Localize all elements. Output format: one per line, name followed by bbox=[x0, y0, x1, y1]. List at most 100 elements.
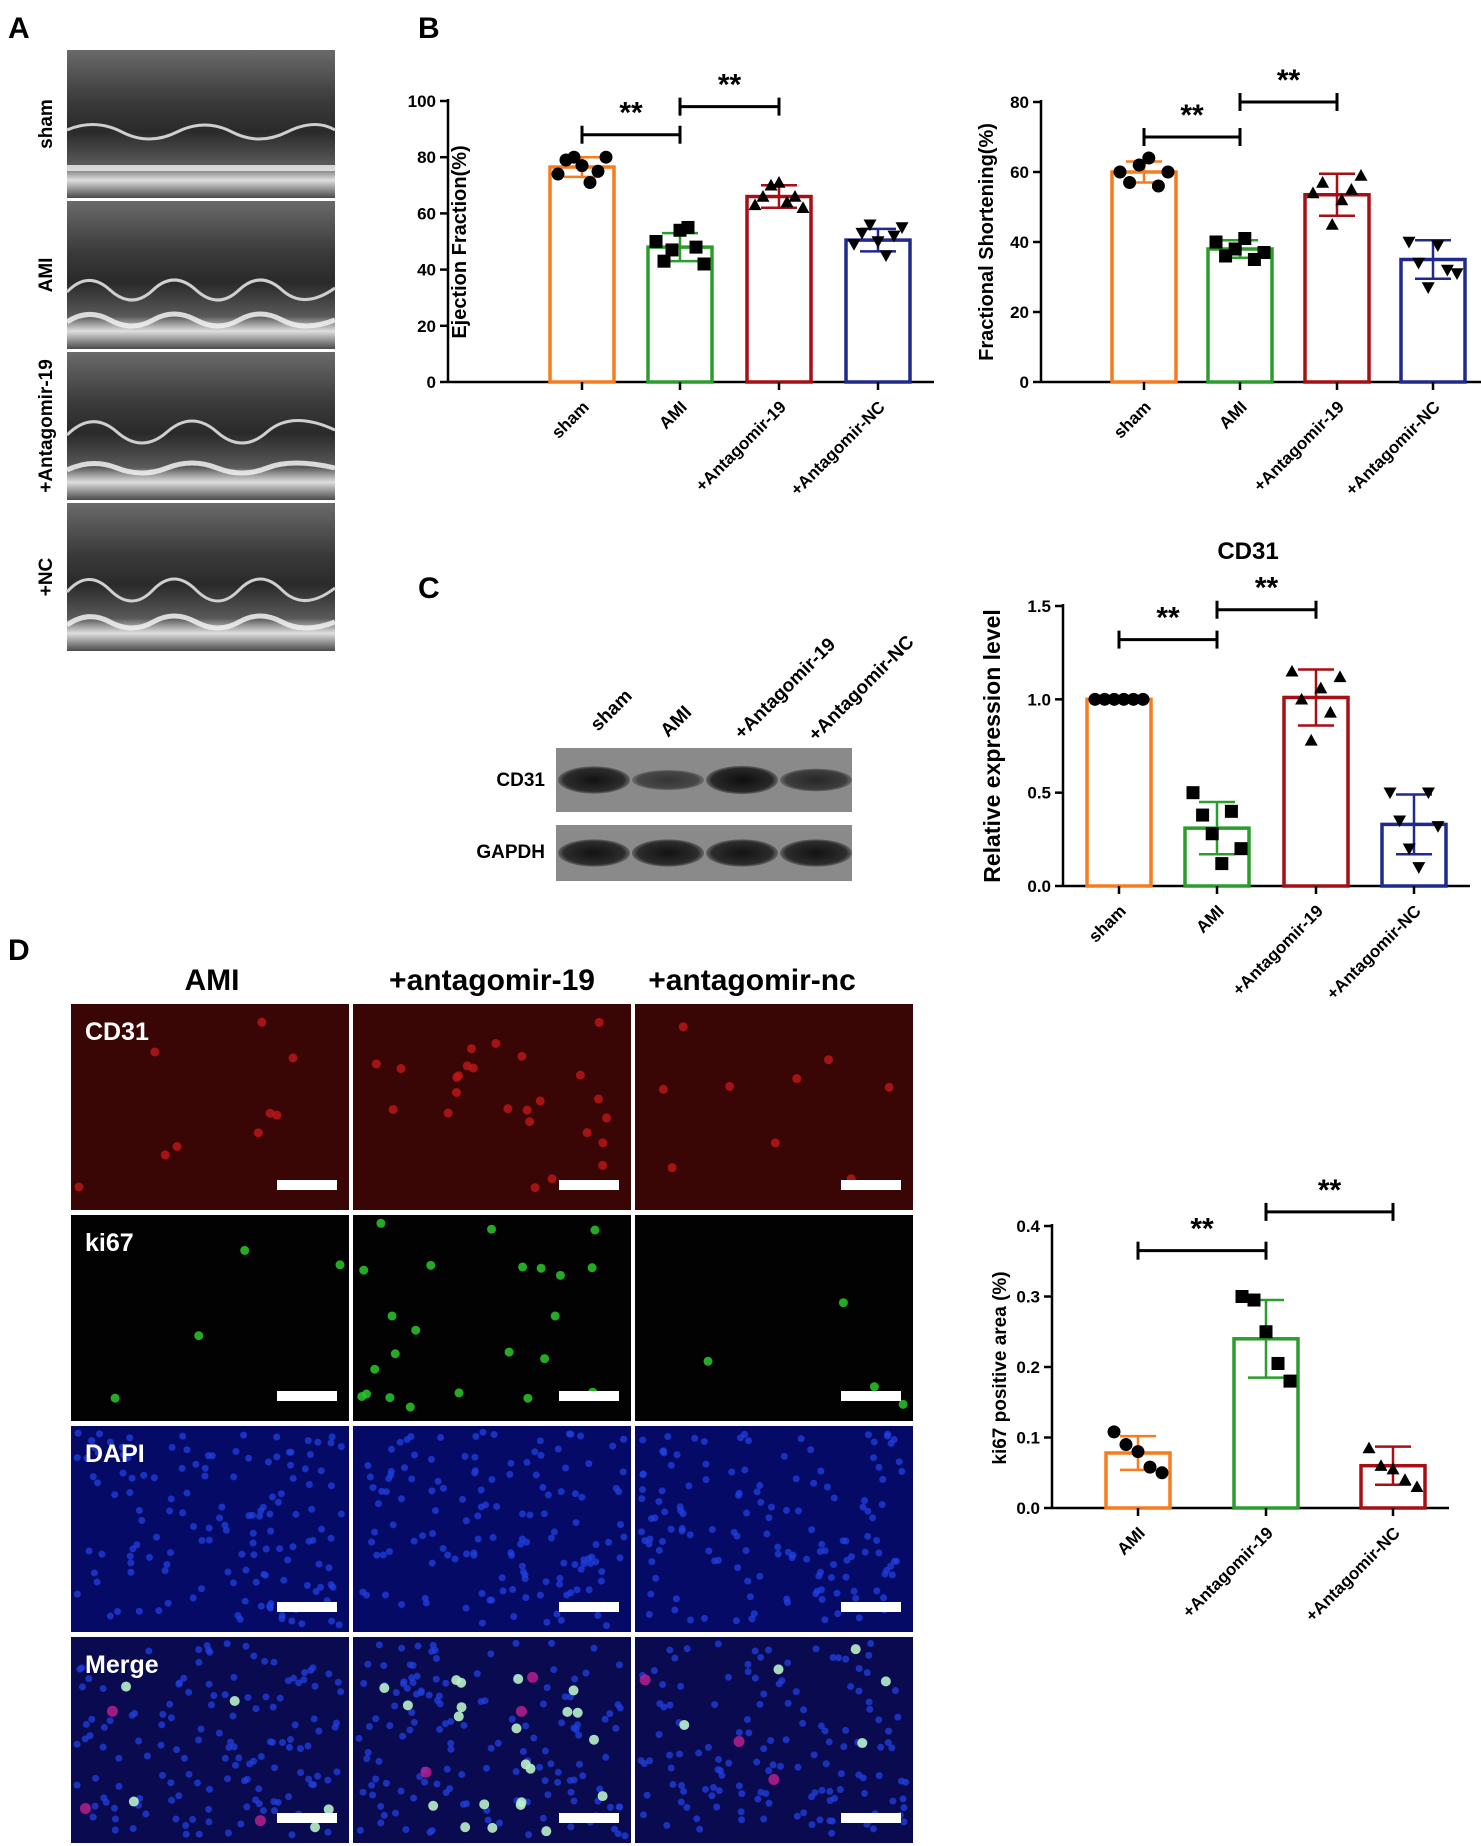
nucleus-dot bbox=[659, 1447, 667, 1455]
data-point-antagomir-19 bbox=[1285, 664, 1299, 677]
nucleus-dot bbox=[158, 1771, 166, 1779]
nucleus-dot bbox=[227, 1738, 235, 1746]
nucleus-dot bbox=[224, 1829, 232, 1837]
nucleus-dot bbox=[813, 1587, 821, 1595]
scale-bar bbox=[277, 1602, 337, 1612]
nucleus-dot bbox=[523, 1458, 531, 1466]
nucleus-dot bbox=[278, 1739, 286, 1747]
nucleus-dot bbox=[462, 1517, 470, 1525]
data-point-antagomir-19 bbox=[1344, 183, 1358, 195]
data-point-antagomir-nc bbox=[1421, 282, 1435, 294]
cd31-dot bbox=[172, 1142, 182, 1152]
cd31-dot bbox=[582, 1128, 592, 1138]
data-point-ami bbox=[1143, 1460, 1157, 1474]
nucleus-dot bbox=[696, 1825, 704, 1833]
nucleus-dot bbox=[364, 1748, 372, 1756]
nucleus-dot bbox=[397, 1495, 405, 1503]
nucleus-dot bbox=[381, 1591, 389, 1599]
nucleus-dot bbox=[410, 1718, 418, 1726]
nucleus-dot bbox=[88, 1715, 96, 1723]
nucleus-dot bbox=[895, 1458, 903, 1466]
nucleus-dot bbox=[753, 1758, 761, 1766]
nucleus-dot bbox=[126, 1488, 134, 1496]
nucleus-dot bbox=[223, 1640, 231, 1648]
nucleus-dot bbox=[869, 1514, 877, 1522]
nucleus-dot bbox=[206, 1785, 214, 1793]
nucleus-dot bbox=[433, 1780, 441, 1788]
nucleus-dot bbox=[547, 1760, 555, 1768]
nucleus-dot bbox=[508, 1715, 516, 1723]
nucleus-dot bbox=[891, 1687, 899, 1695]
nucleus-dot bbox=[91, 1443, 99, 1451]
nucleus-dot bbox=[558, 1719, 566, 1727]
nucleus-dot bbox=[783, 1595, 791, 1603]
scale-bar bbox=[841, 1602, 901, 1612]
nucleus-dot bbox=[305, 1775, 313, 1783]
nucleus-dot bbox=[374, 1500, 382, 1508]
merge-dot bbox=[460, 1822, 471, 1833]
nucleus-dot bbox=[303, 1581, 311, 1589]
nucleus-dot bbox=[661, 1508, 669, 1516]
cd31-dot bbox=[575, 1070, 585, 1080]
nucleus-dot bbox=[576, 1760, 584, 1768]
nucleus-dot bbox=[356, 1826, 364, 1834]
nucleus-dot bbox=[507, 1549, 515, 1557]
nucleus-dot bbox=[821, 1616, 829, 1624]
nucleus-dot bbox=[242, 1642, 250, 1650]
nucleus-dot bbox=[327, 1439, 335, 1447]
nucleus-dot bbox=[793, 1812, 801, 1820]
data-point-sham bbox=[591, 164, 605, 178]
nucleus-dot bbox=[179, 1432, 187, 1440]
nucleus-dot bbox=[578, 1493, 586, 1501]
nucleus-dot bbox=[443, 1765, 451, 1773]
data-point-antagomir-19 bbox=[1316, 176, 1330, 188]
nucleus-dot bbox=[277, 1490, 285, 1498]
merge-dot bbox=[568, 1685, 579, 1696]
data-point-ami bbox=[1238, 232, 1252, 245]
nucleus-dot bbox=[652, 1574, 660, 1582]
nucleus-dot bbox=[111, 1815, 119, 1823]
nucleus-dot bbox=[678, 1525, 686, 1533]
merge-dot bbox=[128, 1796, 139, 1807]
nucleus-dot bbox=[461, 1452, 469, 1460]
data-point-ami bbox=[689, 240, 703, 254]
nucleus-dot bbox=[241, 1777, 249, 1785]
merge-dot bbox=[456, 1677, 467, 1688]
nucleus-dot bbox=[256, 1512, 264, 1520]
nucleus-dot bbox=[262, 1693, 270, 1701]
scale-bar bbox=[559, 1180, 619, 1190]
echo-label-antagomir-19: +Antagomir-19 bbox=[36, 359, 57, 493]
nucleus-dot bbox=[369, 1484, 377, 1492]
nucleus-dot bbox=[276, 1694, 284, 1702]
micro-row-label-cd31: CD31 bbox=[85, 1018, 149, 1046]
nucleus-dot bbox=[861, 1789, 869, 1797]
nucleus-dot bbox=[592, 1541, 600, 1549]
category-label-antagomir-nc: +Antagomir-NC bbox=[1342, 397, 1444, 499]
cd31-dot bbox=[443, 1108, 453, 1118]
nucleus-dot bbox=[337, 1443, 345, 1451]
nucleus-dot bbox=[285, 1793, 293, 1801]
nucleus-dot bbox=[389, 1521, 397, 1529]
nucleus-dot bbox=[447, 1745, 455, 1753]
data-point-antagomir-19 bbox=[1271, 1356, 1285, 1370]
nucleus-dot bbox=[179, 1509, 187, 1517]
nucleus-dot bbox=[195, 1830, 203, 1838]
data-point-antagomir-19 bbox=[1306, 186, 1320, 199]
nucleus-dot bbox=[890, 1435, 898, 1443]
nucleus-dot bbox=[676, 1750, 684, 1758]
nucleus-dot bbox=[667, 1764, 675, 1772]
nucleus-dot bbox=[830, 1494, 838, 1502]
nucleus-dot bbox=[437, 1434, 445, 1442]
nucleus-dot bbox=[229, 1579, 237, 1587]
echo-image-antagomir-19 bbox=[65, 352, 336, 500]
nucleus-dot bbox=[481, 1697, 489, 1705]
nucleus-dot bbox=[483, 1764, 491, 1772]
nucleus-dot bbox=[829, 1654, 837, 1662]
nucleus-dot bbox=[570, 1797, 578, 1805]
nucleus-dot bbox=[419, 1532, 427, 1540]
wb-lane-label-ami: AMI bbox=[657, 702, 696, 741]
nucleus-dot bbox=[708, 1792, 716, 1800]
nucleus-dot bbox=[828, 1829, 836, 1837]
nucleus-dot bbox=[701, 1614, 709, 1622]
nucleus-dot bbox=[780, 1452, 788, 1460]
